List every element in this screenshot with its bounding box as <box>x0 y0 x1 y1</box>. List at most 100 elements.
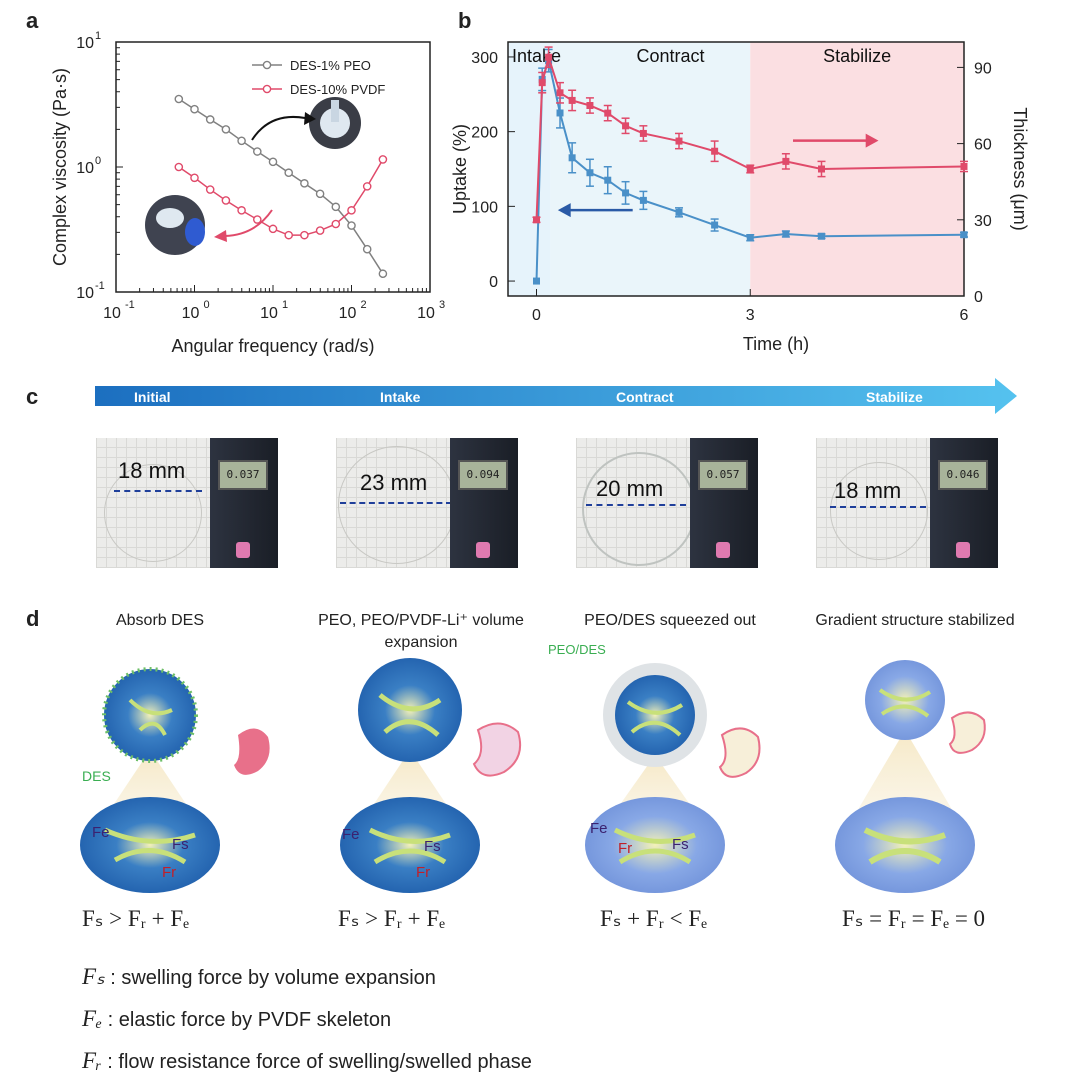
data-point <box>586 102 594 109</box>
data-point <box>174 94 184 104</box>
force-fr-3: Fr <box>618 840 633 857</box>
data-point <box>205 115 215 124</box>
des-label: DES <box>82 768 111 784</box>
data-point <box>675 137 683 145</box>
y-tick-label: 0 <box>489 274 498 291</box>
legend-fs: Fₛ : swelling force by volume expansion <box>82 964 436 990</box>
x-tick-label: 0 <box>532 307 541 324</box>
arrow-black-head <box>304 112 316 125</box>
stage-label-contract: Contract <box>616 389 674 405</box>
data-point <box>604 176 612 184</box>
y-tick-label: 10 <box>76 35 94 52</box>
data-point <box>268 157 278 167</box>
y-tick-exponent: -1 <box>95 280 105 292</box>
measure-label: 23 mm <box>360 470 428 495</box>
stage-label-initial: Initial <box>134 389 171 405</box>
panel-c-label: c <box>26 384 39 409</box>
data-point <box>331 219 341 229</box>
x-tick-exponent: -1 <box>125 299 135 311</box>
legend-marker <box>262 60 272 70</box>
plot-frame <box>115 41 431 293</box>
data-point <box>205 185 215 194</box>
data-point <box>782 157 790 165</box>
y-tick-exponent: 1 <box>95 30 101 42</box>
region-band <box>550 42 751 296</box>
legend-text: : swelling force by volume expansion <box>110 967 436 989</box>
legend-marker <box>262 84 272 94</box>
region-label: Contract <box>636 46 704 66</box>
y-tick-label: 100 <box>471 199 498 216</box>
data-point <box>174 162 184 172</box>
photo-stabilize: 18 mm 0.046 <box>816 438 998 568</box>
gauge-readout: 0.046 <box>938 460 988 490</box>
data-point <box>711 221 719 229</box>
legend-fr: Fᵣ : flow resistance force of swelling/s… <box>82 1048 532 1074</box>
measure-line <box>586 504 686 506</box>
y2-tick-label: 30 <box>974 213 992 230</box>
data-point <box>331 202 341 212</box>
stage-label-stabilize: Stabilize <box>866 389 923 405</box>
data-point <box>782 230 790 238</box>
gauge-readout: 0.094 <box>458 460 508 490</box>
stage-label-intake: Intake <box>380 389 421 405</box>
x-tick-label: 10 <box>417 305 435 322</box>
legend-symbol: Fₛ <box>82 964 105 989</box>
data-point <box>639 129 647 137</box>
data-point <box>568 154 576 162</box>
data-point <box>300 179 309 188</box>
caliper-tip <box>956 542 970 558</box>
data-point <box>533 277 540 285</box>
legend-text: : elastic force by PVDF skeleton <box>107 1009 392 1031</box>
measure-line <box>830 506 926 508</box>
peo-des-label: PEO/DES <box>548 642 606 657</box>
x-axis-label: Time (h) <box>743 334 809 354</box>
axis-arrow-left-head <box>557 203 571 218</box>
x-tick-label: 10 <box>182 305 200 322</box>
y2-tick-label: 90 <box>974 60 992 77</box>
y-axis-label: Uptake (%) <box>450 124 470 214</box>
region-label: Intake <box>512 46 561 66</box>
data-point <box>818 165 825 173</box>
data-point <box>639 196 647 204</box>
data-point <box>538 79 546 87</box>
equation-3: Fₛ + Fᵣ < Fₑ <box>600 906 708 931</box>
equation-2: Fₛ > Fᵣ + Fₑ <box>338 906 446 931</box>
data-point <box>711 147 719 155</box>
y-tick-label: 300 <box>471 50 498 67</box>
photo-contract: 20 mm 0.057 <box>576 438 758 568</box>
stage-3-diagram <box>585 663 761 893</box>
measure-label: 18 mm <box>118 458 186 483</box>
data-point <box>362 244 372 254</box>
x-tick-label: 10 <box>103 305 121 322</box>
y-axis-label: Complex viscosity (Pa·s) <box>50 68 70 266</box>
y2-axis-label: Thickness (μm) <box>1010 107 1030 230</box>
data-point <box>315 189 325 199</box>
data-point <box>221 125 231 134</box>
stage-title-stabilized: Gradient structure stabilized <box>815 612 1015 629</box>
y2-tick-label: 0 <box>974 289 983 306</box>
stage-title-squeezed: PEO/DES squeezed out <box>584 612 756 629</box>
data-point <box>284 230 294 240</box>
data-point <box>347 206 356 215</box>
panel-d-label: d <box>26 606 40 631</box>
arrow-red-head <box>214 230 227 242</box>
data-point <box>284 168 294 178</box>
legend-label: DES-10% PVDF <box>290 82 385 97</box>
force-fe-2: Fe <box>342 826 360 843</box>
data-point <box>568 96 576 104</box>
stage-2-diagram <box>340 658 522 893</box>
data-point <box>378 269 388 279</box>
stage-title-expansion: PEO, PEO/PVDF-Li⁺ volume expansion <box>318 612 524 651</box>
data-point <box>533 216 540 224</box>
x-tick-exponent: 1 <box>282 299 288 311</box>
x-tick-label: 3 <box>746 307 755 324</box>
panel-b-label: b <box>458 8 472 33</box>
panel-a-label: a <box>26 8 39 33</box>
data-point <box>675 208 683 216</box>
y-tick-exponent: 0 <box>95 155 101 167</box>
y2-tick-label: 60 <box>974 137 992 154</box>
legend-symbol: Fᵣ <box>82 1048 102 1073</box>
photo-intake: 23 mm 0.094 <box>336 438 518 568</box>
